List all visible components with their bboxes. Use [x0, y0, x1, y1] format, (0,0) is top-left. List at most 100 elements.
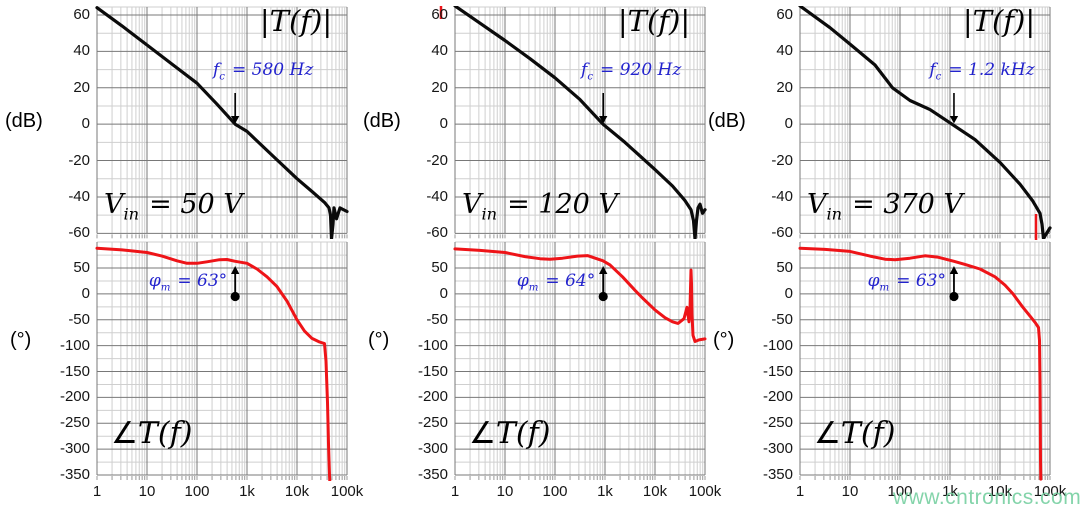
phase-curve — [95, 246, 332, 481]
freq-x-tick-label: 100k — [330, 483, 364, 500]
phase-y-tick-label: -250 — [59, 414, 90, 431]
magnitude-curve — [95, 6, 349, 239]
crossover-frequency-label: fc = 580 Hz — [213, 60, 314, 83]
phase-plot-title: ∠T(f) — [814, 416, 896, 451]
phase-y-tick-label: -300 — [762, 440, 793, 457]
freq-x-tick-label: 10 — [138, 483, 156, 500]
phase-axis-unit: (°) — [368, 329, 390, 351]
freq-x-tick-label: 1 — [450, 483, 460, 500]
phase-axis-unit: (°) — [10, 329, 32, 351]
crossover-frequency-label: fc = 1.2 kHz — [929, 60, 1035, 83]
freq-x-tick-label: 10k — [987, 483, 1013, 500]
phase-y-tick-label: -350 — [762, 466, 793, 483]
phase-margin-label: φm = 64° — [516, 271, 596, 294]
mag-y-tick-label: -40 — [771, 188, 793, 205]
mag-y-tick-label: -60 — [68, 224, 90, 241]
mag-y-tick-label: 40 — [431, 42, 448, 59]
mag-y-tick-label: 60 — [431, 6, 448, 23]
freq-x-tick-label: 100 — [542, 483, 568, 500]
phase-y-tick-label: -100 — [417, 337, 448, 354]
magnitude-curve — [798, 6, 1052, 239]
phase-y-tick-label: 50 — [776, 259, 793, 276]
mag-y-tick-label: 20 — [431, 79, 448, 96]
phase-y-tick-label: -50 — [68, 311, 90, 328]
column-vin-50: (dB) |T(f)| fc = 580 Hz Vin = 50 V (°) φm =… — [5, 0, 363, 511]
phase-margin-marker — [949, 266, 959, 302]
freq-x-tick-label: 10 — [496, 483, 514, 500]
phase-y-tick-label: 0 — [439, 285, 448, 302]
mag-y-tick-label: -20 — [426, 152, 448, 169]
phase-plot-title: ∠T(f) — [111, 416, 193, 451]
mag-y-tick-label: -40 — [426, 188, 448, 205]
freq-x-tick-label: 1k — [942, 483, 958, 500]
magnitude-curve — [453, 6, 707, 239]
mag-axis-unit: (dB) — [708, 110, 746, 132]
freq-x-tick-label: 100 — [184, 483, 210, 500]
input-voltage-label: Vin = 370 V — [807, 189, 963, 224]
freq-x-tick-label: 1k — [239, 483, 255, 500]
mag-plot-title: |T(f)| — [617, 4, 691, 38]
phase-y-tick-label: -50 — [426, 311, 448, 328]
phase-y-tick-label: -150 — [762, 363, 793, 380]
freq-x-tick-label: 1k — [597, 483, 613, 500]
mag-y-tick-label: 0 — [81, 115, 90, 132]
phase-y-tick-label: -300 — [59, 440, 90, 457]
phase-y-tick-label: -350 — [417, 466, 448, 483]
phase-margin-marker — [598, 266, 608, 302]
mag-y-tick-label: 60 — [73, 6, 90, 23]
watermark: www.cntronics.com — [893, 486, 1080, 509]
column-vin-370: (dB) |T(f)| fc = 1.2 kHz Vin = 370 V (°) φ… — [708, 0, 1066, 511]
phase-axis-unit: (°) — [713, 329, 735, 351]
phase-y-tick-label: 0 — [81, 285, 90, 302]
mag-y-tick-label: 40 — [73, 42, 90, 59]
phase-y-tick-label: -50 — [771, 311, 793, 328]
phase-y-tick-label: -150 — [59, 363, 90, 380]
mag-y-tick-label: -40 — [68, 188, 90, 205]
phase-margin-label: φm = 63° — [148, 271, 228, 294]
panel-grid — [96, 6, 348, 480]
phase-y-tick-label: 50 — [431, 259, 448, 276]
mag-y-tick-label: 40 — [776, 42, 793, 59]
phase-curve — [798, 246, 1043, 481]
mag-y-tick-label: 0 — [439, 115, 448, 132]
phase-y-tick-label: -200 — [417, 388, 448, 405]
mag-plot-title: |T(f)| — [259, 4, 333, 38]
phase-plot-title: ∠T(f) — [469, 416, 551, 451]
phase-y-tick-label: 50 — [73, 259, 90, 276]
mag-y-tick-label: -60 — [771, 224, 793, 241]
crossover-arrow — [230, 93, 240, 124]
phase-y-tick-label: -200 — [762, 388, 793, 405]
mag-y-tick-label: -20 — [771, 152, 793, 169]
crossover-arrow — [949, 93, 959, 124]
mag-y-tick-label: 0 — [784, 115, 793, 132]
freq-x-tick-label: 1 — [795, 483, 805, 500]
phase-margin-label: φm = 63° — [867, 271, 946, 294]
phase-y-tick-label: -200 — [59, 388, 90, 405]
mag-y-tick-label: 60 — [776, 6, 793, 23]
freq-x-tick-label: 10 — [841, 483, 859, 500]
mag-plot-title: |T(f)| — [962, 4, 1036, 38]
crossover-arrow — [598, 93, 608, 124]
freq-x-tick-label: 100k — [1033, 483, 1067, 500]
mag-axis-unit: (dB) — [5, 110, 43, 132]
mag-y-tick-label: -20 — [68, 152, 90, 169]
crossover-frequency-label: fc = 920 Hz — [581, 60, 682, 83]
mag-y-tick-label: 20 — [73, 79, 90, 96]
input-voltage-label: Vin = 120 V — [462, 189, 618, 224]
freq-x-tick-label: 1 — [92, 483, 102, 500]
phase-margin-marker — [230, 266, 240, 302]
phase-y-tick-label: -250 — [762, 414, 793, 431]
phase-y-tick-label: -150 — [417, 363, 448, 380]
phase-y-tick-label: -100 — [59, 337, 90, 354]
phase-y-tick-label: -100 — [762, 337, 793, 354]
mag-y-tick-label: 20 — [776, 79, 793, 96]
mag-axis-unit: (dB) — [363, 110, 401, 132]
freq-x-tick-label: 10k — [642, 483, 668, 500]
column-vin-120: (dB) |T(f)| fc = 920 Hz Vin = 120 V (°) φm… — [363, 0, 721, 511]
freq-x-tick-label: 10k — [284, 483, 310, 500]
freq-x-tick-label: 100k — [688, 483, 722, 500]
phase-y-tick-label: -350 — [59, 466, 90, 483]
phase-y-tick-label: -250 — [417, 414, 448, 431]
